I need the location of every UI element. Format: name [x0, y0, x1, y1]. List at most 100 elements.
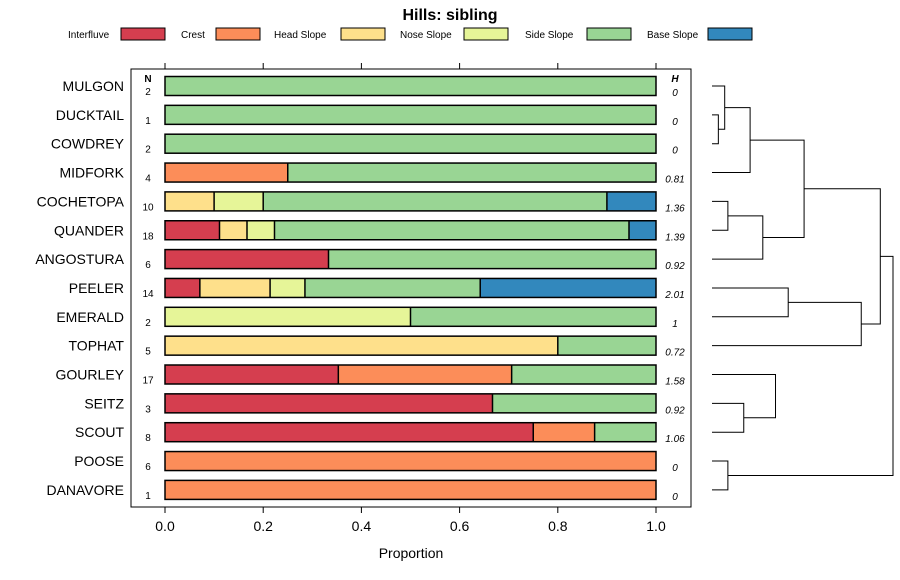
bar-segment	[165, 105, 656, 125]
bar-outline	[164, 306, 657, 328]
bar-outline	[164, 191, 657, 212]
h-value: 1.58	[665, 377, 685, 388]
h-value: 0.81	[665, 175, 684, 186]
x-tick-label: 0.6	[450, 518, 470, 534]
row-label: QUANDER	[54, 222, 124, 238]
row-label: COCHETOPA	[37, 193, 125, 209]
n-value: 8	[145, 433, 151, 444]
h-value: 2.01	[664, 290, 684, 301]
h-value: 0	[672, 492, 678, 503]
h-value: 0.92	[665, 261, 685, 272]
bar-outline	[164, 162, 657, 183]
x-axis-label: Proportion	[379, 545, 444, 561]
bar-segment	[270, 278, 305, 298]
row-label: COWDREY	[51, 136, 125, 152]
bar-outline	[164, 450, 657, 472]
bar-segment	[219, 220, 247, 240]
bar-segment	[165, 76, 656, 96]
bar-segment	[214, 191, 264, 211]
bar-outline	[164, 364, 657, 385]
bar-outline	[164, 104, 657, 126]
bar-segment	[480, 278, 656, 298]
h-value: 1	[672, 319, 678, 330]
row-labels: MULGON DUCKTAIL COWDREY MIDFORK COCHETOPA QUA…	[35, 78, 124, 498]
legend-swatch	[463, 27, 509, 41]
bar-segment	[165, 278, 200, 298]
plot-frame	[130, 68, 692, 508]
bar-segment	[165, 134, 656, 154]
legend-swatch	[707, 27, 753, 41]
n-value: 1	[145, 116, 151, 127]
legend-label: Crest	[181, 30, 205, 41]
bar-segment	[628, 220, 656, 240]
bar-segment	[165, 393, 493, 413]
dendrogram-branch	[712, 301, 862, 347]
bars	[164, 75, 657, 501]
bar-outline	[164, 277, 657, 299]
dendrogram-branch	[712, 215, 764, 260]
h-value: 0	[672, 146, 678, 157]
row-label: MULGON	[63, 78, 124, 94]
bar-segment	[274, 220, 629, 240]
bar-segment	[165, 422, 534, 442]
dendrogram-branch	[712, 107, 751, 174]
x-tick-label: 1.0	[646, 518, 666, 534]
h-labels: 0 0 0 0.81 1.36 1.39 0.92 2.01 1 0.72 1.58 0.92 1.06…	[664, 88, 685, 503]
legend-swatch	[586, 27, 632, 41]
row-label: DANAVORE	[46, 482, 124, 498]
n-value: 6	[145, 260, 151, 271]
dendrogram-branch	[712, 287, 789, 318]
dendrogram-branch	[712, 114, 719, 145]
bar-segment	[165, 480, 656, 500]
dendrogram-branch	[804, 188, 881, 325]
bar-segment	[287, 163, 656, 183]
n-value: 2	[145, 87, 151, 98]
dendrogram-branch	[712, 200, 729, 231]
bar-outline	[164, 335, 657, 356]
row-label: TOPHAT	[69, 338, 125, 354]
n-value: 2	[145, 318, 151, 329]
legend-swatch	[215, 27, 261, 41]
h-header: H	[671, 74, 679, 85]
n-value: 4	[145, 174, 151, 185]
n-value: 5	[145, 347, 151, 358]
bar-segment	[594, 422, 656, 442]
h-value: 1.36	[665, 203, 685, 214]
n-labels: 2 1 2 4 10 18 6 14 2 5 17 3 8 6 1	[142, 87, 154, 502]
bar-segment	[263, 191, 607, 211]
bar-segment	[511, 365, 656, 384]
bar-segment	[165, 307, 411, 327]
row-label: DUCKTAIL	[56, 107, 124, 123]
bar-segment	[165, 220, 220, 240]
bar-outline	[164, 220, 657, 241]
row-label: PEELER	[69, 280, 124, 296]
bar-outline	[164, 479, 657, 501]
bar-segment	[165, 365, 339, 384]
chart-title: Hills: sibling	[402, 7, 497, 24]
bar-segment	[606, 191, 656, 211]
h-value: 1.39	[665, 232, 685, 243]
bar-outline	[164, 393, 657, 414]
dendrogram-branch	[712, 460, 729, 491]
n-value: 1	[145, 491, 151, 502]
bar-segment	[338, 365, 512, 384]
x-tick-label: 0.8	[548, 518, 568, 534]
n-value: 2	[145, 145, 151, 156]
bar-outline	[164, 421, 657, 443]
bar-outline	[164, 133, 657, 154]
n-value: 14	[142, 289, 154, 300]
bar-segment	[199, 278, 271, 298]
n-value: 17	[142, 376, 154, 387]
bar-segment	[533, 422, 595, 442]
dendrogram-branch	[727, 255, 894, 476]
h-value: 0.92	[665, 405, 685, 416]
bar-outline	[164, 75, 657, 97]
bar-segment	[165, 249, 329, 269]
row-label: ANGOSTURA	[35, 251, 124, 267]
legend-swatch	[120, 27, 166, 41]
h-value: 1.06	[665, 434, 685, 445]
h-value: 0	[672, 88, 678, 99]
legend: Interfluve Crest Head Slope Nose Slope Side …	[68, 27, 753, 41]
n-value: 6	[145, 462, 151, 473]
